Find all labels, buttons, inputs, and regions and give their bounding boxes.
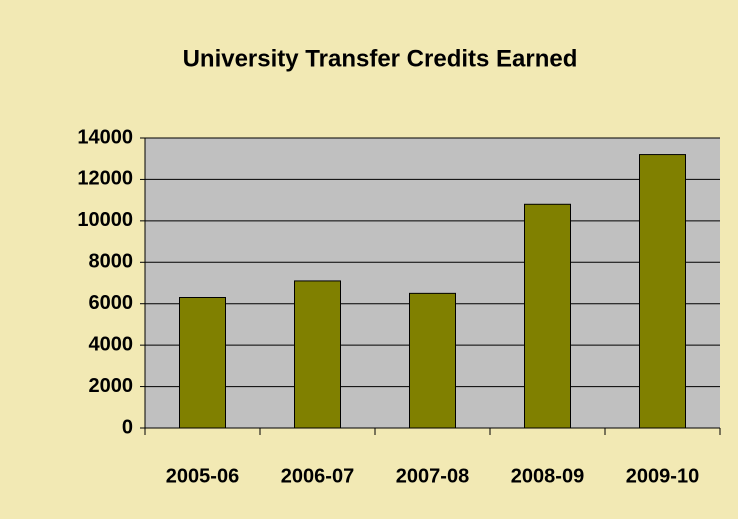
x-tick-label: 2005-06 bbox=[166, 465, 239, 487]
y-tick-label: 10000 bbox=[77, 209, 133, 231]
bar bbox=[294, 280, 341, 429]
x-tick-label: 2007-08 bbox=[396, 465, 469, 487]
y-tick-label: 6000 bbox=[89, 292, 134, 314]
y-tick-label: 4000 bbox=[89, 333, 134, 355]
y-tick-label: 8000 bbox=[89, 251, 134, 273]
y-tick-label: 14000 bbox=[77, 126, 133, 148]
bar bbox=[409, 292, 456, 429]
bar bbox=[639, 154, 686, 429]
y-tick-label: 12000 bbox=[77, 168, 133, 190]
x-tick-label: 2006-07 bbox=[281, 465, 354, 487]
y-tick-label: 2000 bbox=[89, 375, 134, 397]
bar bbox=[524, 203, 571, 429]
x-tick-label: 2009-10 bbox=[626, 465, 699, 487]
x-tick-label: 2008-09 bbox=[511, 465, 584, 487]
chart-title: University Transfer Credits Earned bbox=[183, 45, 578, 72]
y-tick-label: 0 bbox=[122, 416, 133, 438]
bar bbox=[179, 297, 226, 429]
